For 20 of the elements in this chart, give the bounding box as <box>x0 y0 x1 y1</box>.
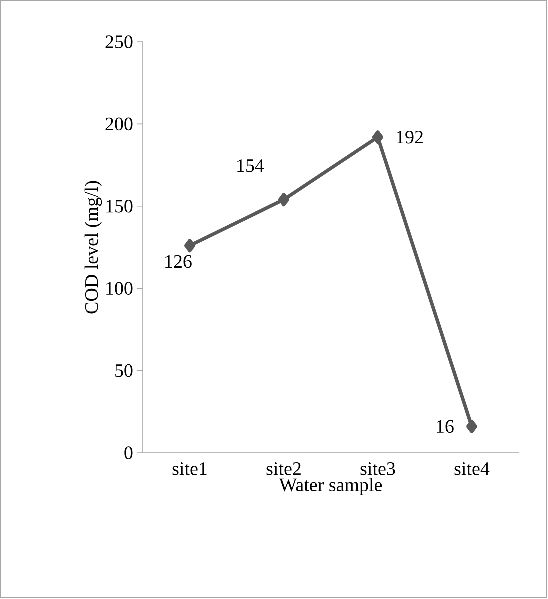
y-tick-label: 150 <box>106 200 133 213</box>
y-tick-label: 0 <box>124 446 133 460</box>
point <box>466 420 478 434</box>
point <box>372 130 384 144</box>
y-axis-title: COD level (mg/l) <box>84 181 102 314</box>
x-tick-label: site3 <box>360 462 396 476</box>
x-tick-label: site2 <box>266 462 301 476</box>
y-tick-label: 200 <box>106 118 133 131</box>
data-label: 16 <box>437 420 454 434</box>
data-label: 192 <box>397 130 423 144</box>
data-label: 126 <box>166 255 192 268</box>
data-label: 154 <box>238 160 264 172</box>
x-tick-label: site1 <box>172 462 207 476</box>
x-tick-label: site4 <box>454 462 490 476</box>
y-tick-label: 100 <box>106 282 133 296</box>
x-axis-title: Water sample <box>279 478 382 496</box>
y-tick-label: 50 <box>116 364 133 378</box>
y-tick-label: 250 <box>106 36 133 48</box>
point <box>184 239 196 253</box>
point <box>278 193 290 207</box>
